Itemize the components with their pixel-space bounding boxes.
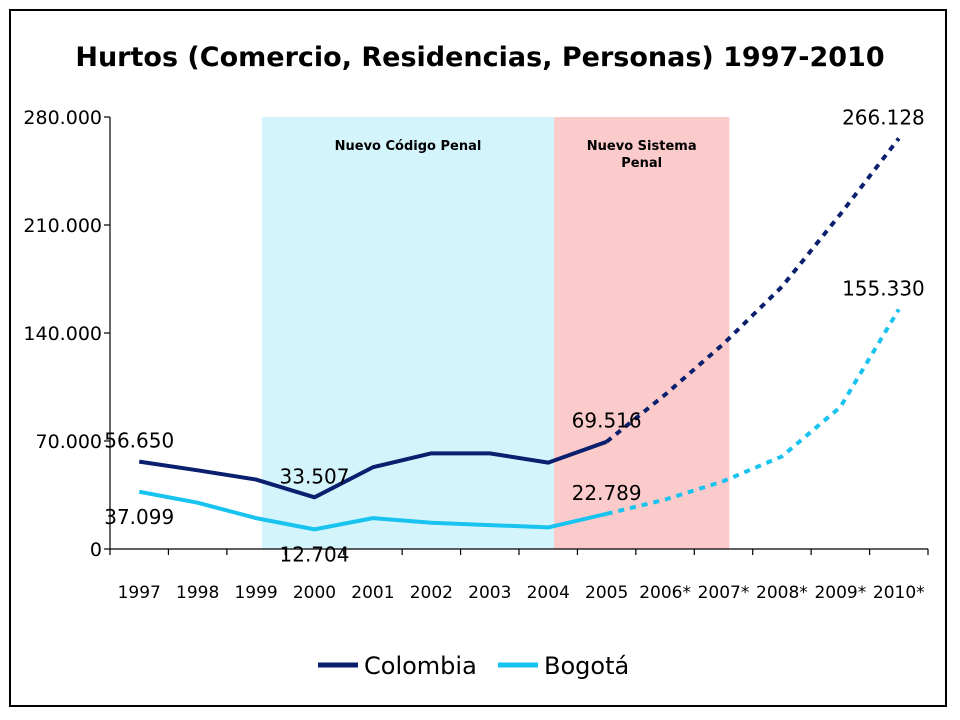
band-label-line: Nuevo Código Penal bbox=[335, 139, 482, 154]
axes: 0 70.000 140.000 210.000 280.000 1997 1998 1999… bbox=[23, 107, 929, 603]
x-tick-label: 1998 bbox=[176, 583, 219, 603]
legend: Colombia Bogotá bbox=[318, 652, 629, 680]
data-label: 12.704 bbox=[280, 542, 350, 566]
data-label: 37.099 bbox=[104, 505, 174, 529]
y-tick-label: 0 bbox=[90, 539, 102, 561]
series-projection-bogotá bbox=[606, 308, 901, 516]
x-tick-label: 2006* bbox=[639, 583, 691, 603]
legend-label-bogotá: Bogotá bbox=[544, 652, 629, 680]
data-label: 69.516 bbox=[572, 409, 642, 433]
x-tick-label: 2004 bbox=[527, 583, 570, 603]
y-tick-label: 210.000 bbox=[23, 215, 102, 237]
data-label: 266.128 bbox=[842, 105, 925, 129]
chart-title: Hurtos (Comercio, Residencias, Personas)… bbox=[75, 42, 884, 73]
x-tick-label: 2001 bbox=[351, 583, 394, 603]
band-1 bbox=[261, 117, 555, 549]
period-bands: Nuevo Código Penal Nuevo Sistema Penal bbox=[261, 117, 730, 549]
series-line-bogotá bbox=[138, 489, 608, 532]
band-2 bbox=[554, 117, 730, 549]
x-tick-label: 2000 bbox=[293, 583, 336, 603]
series-projection-colombia bbox=[605, 137, 901, 444]
series-line-colombia bbox=[138, 439, 608, 500]
x-tick-label: 2007* bbox=[698, 583, 750, 603]
x-tick-label: 2003 bbox=[468, 583, 511, 603]
x-tick-label: 2002 bbox=[410, 583, 453, 603]
x-tick-label: 2008* bbox=[756, 583, 808, 603]
band-label-line: Nuevo Sistema bbox=[587, 139, 697, 154]
series-lines bbox=[138, 137, 901, 532]
band-label-2: Nuevo Sistema Penal bbox=[587, 139, 697, 171]
y-tick-label: 140.000 bbox=[23, 323, 102, 345]
x-tick-label: 1997 bbox=[118, 583, 161, 603]
y-tick-label: 280.000 bbox=[23, 107, 102, 129]
band-label-1: Nuevo Código Penal bbox=[335, 139, 482, 154]
data-label: 56.650 bbox=[104, 429, 174, 453]
band-label-line: Penal bbox=[621, 156, 662, 171]
data-label: 155.330 bbox=[842, 276, 925, 300]
legend-label-colombia: Colombia bbox=[364, 652, 477, 680]
y-tick-label: 70.000 bbox=[36, 431, 102, 453]
x-tick-label: 2010* bbox=[873, 583, 925, 603]
x-tick-label: 2005 bbox=[585, 583, 628, 603]
x-tick-label: 1999 bbox=[234, 583, 277, 603]
data-label: 22.789 bbox=[572, 481, 642, 505]
data-label: 33.507 bbox=[280, 464, 350, 488]
x-tick-label: 2009* bbox=[814, 583, 866, 603]
data-labels: 56.650 33.507 69.516 266.128 37.099 12.704 22.… bbox=[104, 105, 925, 566]
